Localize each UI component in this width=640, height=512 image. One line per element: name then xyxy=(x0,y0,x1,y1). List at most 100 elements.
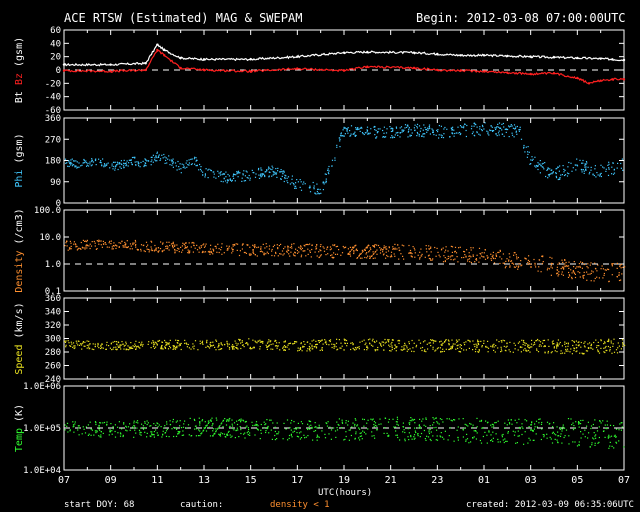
data-point-density xyxy=(525,258,527,260)
data-point-temp xyxy=(492,437,494,439)
data-point-temp xyxy=(260,432,262,434)
data-point-temp xyxy=(606,424,608,426)
data-point-temp xyxy=(555,434,557,436)
data-point-temp xyxy=(578,441,580,443)
data-point-speed xyxy=(580,341,582,344)
data-point-density xyxy=(122,246,124,248)
data-point-density xyxy=(307,248,309,250)
data-point-phi xyxy=(271,169,273,171)
data-point-density xyxy=(484,249,486,251)
data-point-phi xyxy=(104,165,107,167)
data-point-density xyxy=(410,255,412,257)
data-point-temp xyxy=(457,439,459,441)
data-point-density xyxy=(366,257,368,259)
data-point-speed xyxy=(522,341,525,343)
data-point-temp xyxy=(358,427,360,429)
data-point-temp xyxy=(146,420,148,422)
data-point-temp xyxy=(413,434,416,436)
data-point-speed xyxy=(391,341,393,344)
data-point-phi xyxy=(260,167,262,169)
data-point-phi xyxy=(409,135,411,137)
data-point-temp xyxy=(607,436,609,438)
data-point-phi xyxy=(382,136,384,138)
data-point-phi xyxy=(374,129,376,131)
data-point-density xyxy=(259,250,261,253)
data-point-phi xyxy=(343,135,345,137)
data-point-density xyxy=(392,246,394,248)
data-point-phi xyxy=(117,163,119,165)
data-point-density xyxy=(122,245,124,247)
data-point-temp xyxy=(98,425,100,427)
data-point-speed xyxy=(301,350,303,352)
data-point-speed xyxy=(284,341,286,343)
data-point-phi xyxy=(428,124,431,126)
data-point-phi xyxy=(241,180,243,182)
data-point-temp xyxy=(371,419,373,421)
data-point-phi xyxy=(258,174,260,176)
data-point-speed xyxy=(367,347,369,349)
data-point-density xyxy=(579,265,581,267)
data-point-speed xyxy=(175,339,177,341)
data-point-temp xyxy=(608,447,610,449)
data-point-phi xyxy=(243,180,245,182)
data-point-speed xyxy=(256,342,258,344)
data-point-temp xyxy=(414,437,416,439)
data-point-phi xyxy=(498,130,500,132)
data-point-speed xyxy=(551,341,553,343)
data-point-phi xyxy=(613,169,615,171)
data-point-speed xyxy=(459,346,461,348)
data-point-phi xyxy=(459,131,461,134)
data-point-phi xyxy=(566,175,569,177)
data-point-bz xyxy=(62,69,66,72)
data-point-phi xyxy=(171,161,173,163)
data-point-density xyxy=(425,245,427,247)
data-point-speed xyxy=(536,339,538,342)
data-point-density xyxy=(383,253,385,255)
data-point-speed xyxy=(358,346,360,348)
data-point-density xyxy=(454,246,457,248)
data-point-speed xyxy=(523,349,525,351)
data-point-density xyxy=(573,271,575,273)
data-point-phi xyxy=(612,162,614,164)
data-point-temp xyxy=(580,423,582,425)
data-point-speed xyxy=(475,343,477,345)
data-point-speed xyxy=(490,345,492,347)
data-point-temp xyxy=(396,418,399,420)
data-point-phi xyxy=(86,165,88,167)
data-point-density xyxy=(382,251,384,253)
data-point-speed xyxy=(374,350,376,352)
data-point-temp xyxy=(376,429,378,431)
data-point-density xyxy=(158,250,160,252)
data-point-density xyxy=(375,250,377,253)
data-point-temp xyxy=(504,427,506,429)
data-point-temp xyxy=(263,427,265,429)
data-point-temp xyxy=(324,433,326,435)
data-point-phi xyxy=(620,162,622,165)
data-point-density xyxy=(556,266,558,268)
data-point-temp xyxy=(271,438,273,440)
data-point-temp xyxy=(91,429,93,431)
data-point-density xyxy=(571,272,573,274)
data-point-speed xyxy=(529,346,531,348)
data-point-density xyxy=(598,277,600,279)
data-point-temp xyxy=(222,420,224,422)
data-point-speed xyxy=(174,347,177,349)
data-point-phi xyxy=(408,127,410,129)
ylabel-part: Phi xyxy=(14,170,25,188)
data-point-speed xyxy=(547,350,549,353)
data-point-phi xyxy=(526,156,528,158)
data-point-density xyxy=(70,245,72,247)
data-point-speed xyxy=(75,340,77,342)
data-point-phi xyxy=(484,122,486,124)
data-point-phi xyxy=(586,162,588,164)
data-point-temp xyxy=(240,432,242,435)
data-point-temp xyxy=(519,428,521,430)
data-point-speed xyxy=(366,345,368,347)
data-point-phi xyxy=(465,129,467,132)
data-point-speed xyxy=(382,341,384,343)
data-point-speed xyxy=(395,350,397,352)
data-point-speed xyxy=(155,346,157,348)
data-point-speed xyxy=(500,340,502,342)
data-point-density xyxy=(303,250,305,252)
data-point-phi xyxy=(172,158,174,160)
